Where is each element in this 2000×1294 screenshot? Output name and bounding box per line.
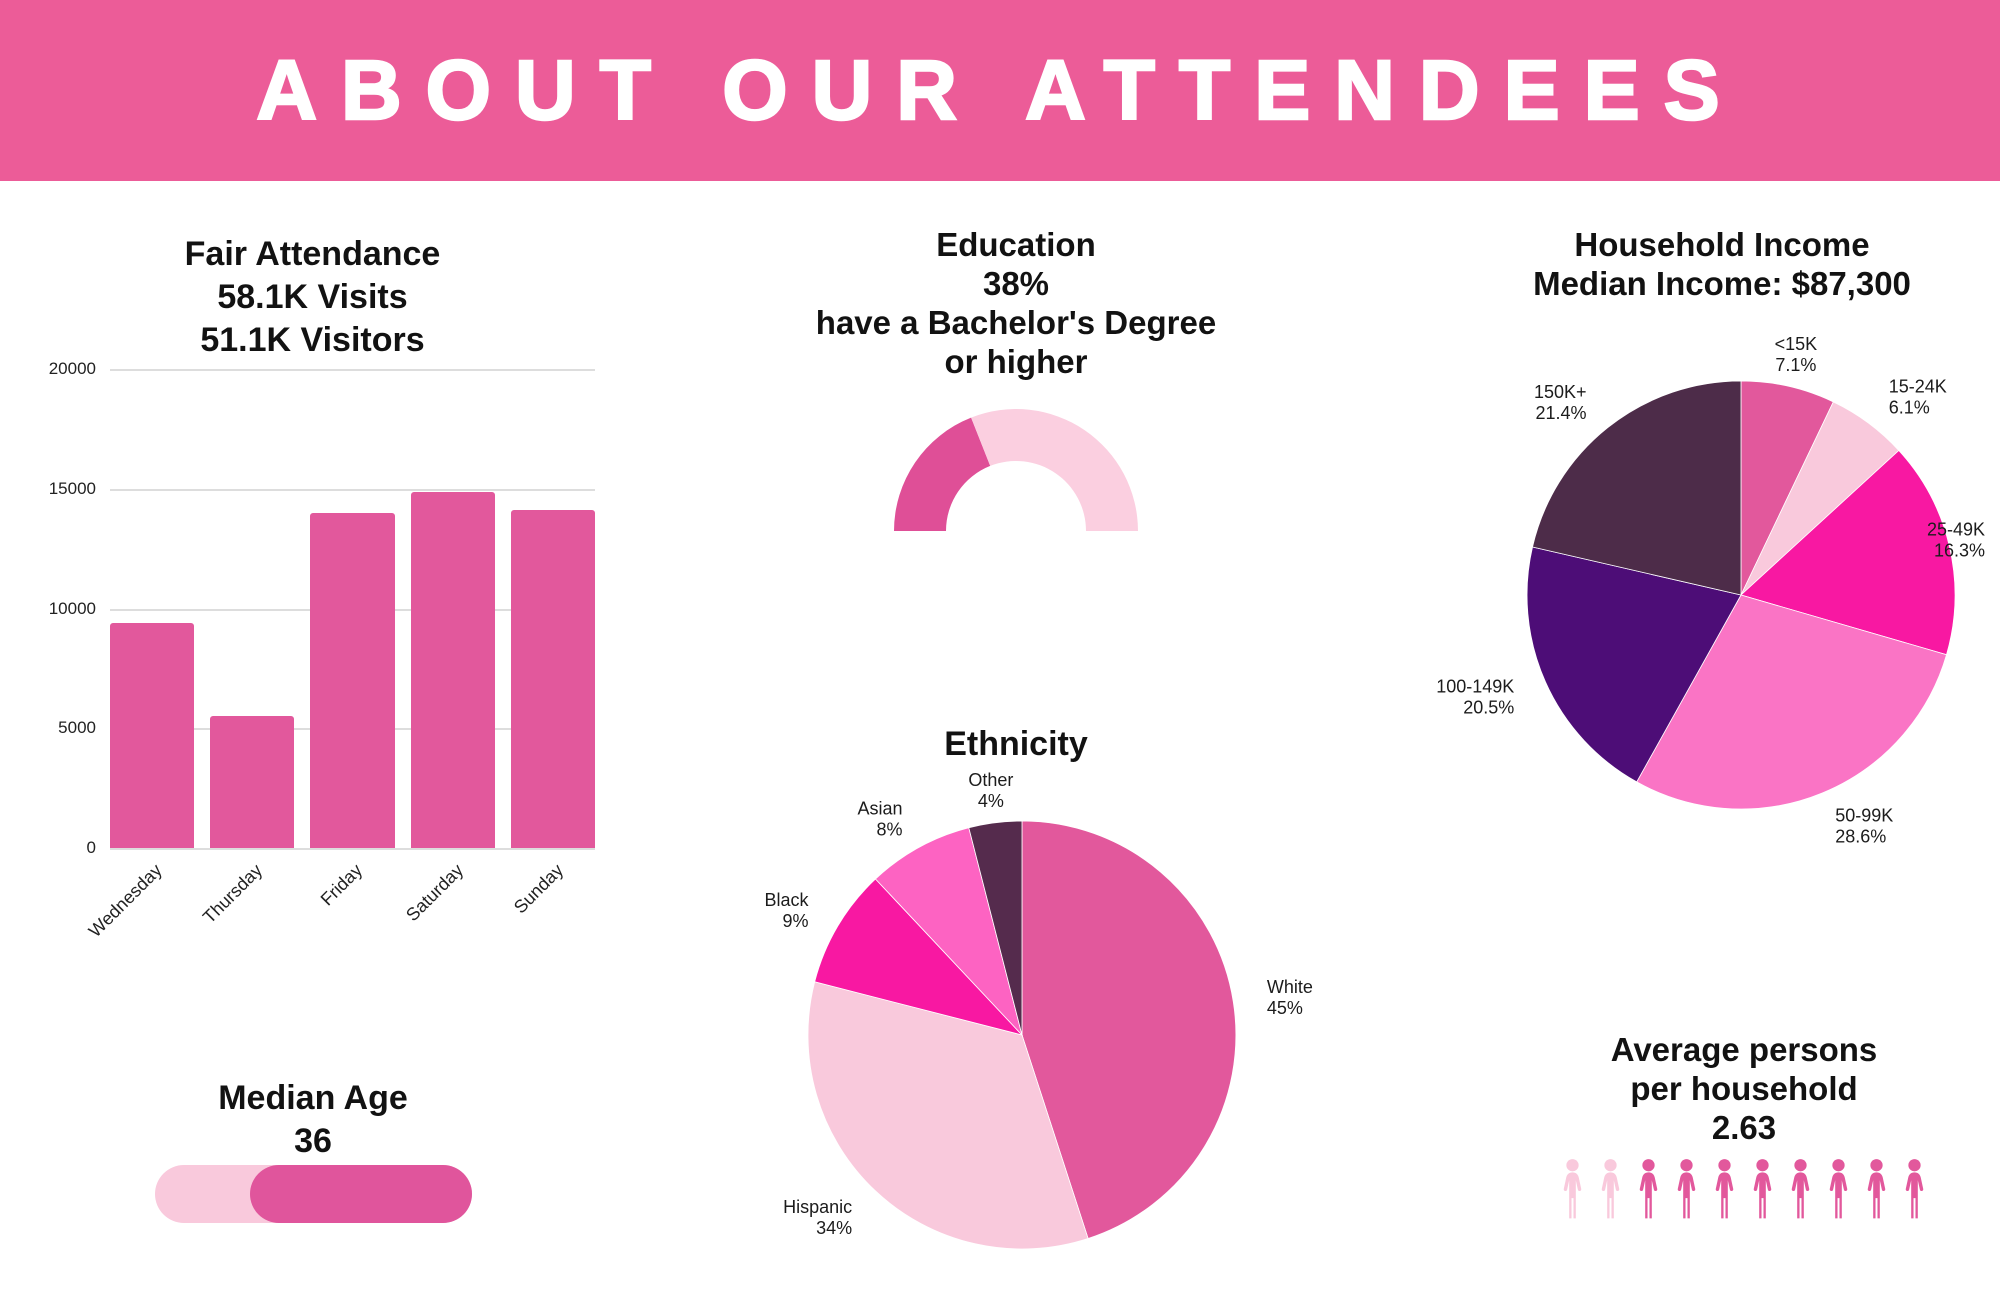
median-age-title: Median Age bbox=[218, 1079, 408, 1117]
education-heading: Education 38% have a Bachelor's Degree o… bbox=[766, 225, 1266, 381]
attendance-visits: 58.1K Visits bbox=[217, 278, 408, 316]
x-axis-label: Sunday bbox=[509, 860, 568, 918]
x-axis-label: Saturday bbox=[401, 860, 467, 926]
pie-slice-150k bbox=[1532, 380, 1742, 596]
attendance-visitors: 51.1K Visitors bbox=[200, 321, 425, 359]
income-pie: <15K 7.1% 15-24K 6.1% 25-49K 16.3% 50-99K 28.6%… bbox=[1436, 334, 1985, 846]
attendance-bar-chart: 0 5000 10000 15000 20000 Wednesday Thursday Fri… bbox=[30, 355, 595, 975]
header-banner: ABOUT OUR ATTENDEES bbox=[0, 0, 2000, 181]
income-subtitle: Median Income: $87,300 bbox=[1533, 265, 1911, 302]
pie-label-25-49k: 25-49K 16.3% bbox=[1927, 520, 1985, 561]
ethnicity-title: Ethnicity bbox=[944, 725, 1088, 763]
y-gridline bbox=[110, 369, 595, 371]
education-percent: 38% bbox=[982, 265, 1050, 302]
person-icon bbox=[1715, 1159, 1734, 1219]
bar-sunday bbox=[510, 510, 595, 848]
pie-slice-100-149k bbox=[1526, 546, 1742, 783]
pie-label-150k: 150K+ 21.4% bbox=[1534, 382, 1587, 423]
pie-slice-25-49k bbox=[1740, 449, 1956, 656]
y-gridline bbox=[110, 848, 595, 850]
y-tick-label: 10000 bbox=[48, 598, 96, 618]
y-tick-label: 5000 bbox=[58, 718, 96, 738]
attendance-heading: Fair Attendance 58.1K Visits 51.1K Visit… bbox=[30, 233, 595, 362]
pie-label-other: Other 4% bbox=[968, 770, 1013, 811]
household-heading: Average persons per household 2.63 bbox=[1494, 1030, 1994, 1147]
pie-label-15-24k: 15-24K 6.1% bbox=[1889, 377, 1947, 418]
person-icon bbox=[1791, 1159, 1810, 1219]
pie-label-hispanic: Hispanic 34% bbox=[783, 1197, 852, 1238]
pie-label-black: Black 9% bbox=[764, 890, 809, 931]
person-icon bbox=[1677, 1159, 1696, 1219]
pie-slice-50-99k bbox=[1636, 594, 1947, 810]
gauge-fill bbox=[894, 417, 991, 531]
bar-thursday bbox=[210, 716, 295, 848]
y-tick-label: 20000 bbox=[48, 359, 96, 378]
ethnicity-heading: Ethnicity bbox=[766, 723, 1266, 766]
person-icon bbox=[1753, 1159, 1772, 1219]
page-title: ABOUT OUR ATTENDEES bbox=[255, 42, 1744, 139]
pie-label-15k: <15K 7.1% bbox=[1775, 334, 1818, 375]
median-age-heading: Median Age 36 bbox=[63, 1077, 563, 1163]
person-icon bbox=[1601, 1159, 1620, 1219]
bar-saturday bbox=[410, 492, 495, 848]
bar-wednesday bbox=[110, 622, 195, 848]
person-icon bbox=[1867, 1159, 1886, 1219]
pie-slice-black bbox=[814, 878, 1024, 1036]
gauge-track bbox=[971, 409, 1138, 531]
pie-label-50-99k: 50-99K 28.6% bbox=[1835, 805, 1893, 846]
y-tick-label: 15000 bbox=[48, 478, 96, 498]
household-line-1: Average persons bbox=[1610, 1031, 1878, 1068]
pie-label-asian: Asian 8% bbox=[857, 799, 902, 840]
bar-friday bbox=[310, 512, 395, 848]
income-heading: Household Income Median Income: $87,300 bbox=[1472, 225, 1972, 303]
attendance-title: Fair Attendance bbox=[184, 235, 441, 273]
household-line-2: per household bbox=[1630, 1070, 1858, 1107]
household-icons bbox=[1559, 1158, 1928, 1221]
pie-slice-other bbox=[968, 820, 1023, 1036]
x-axis-label: Wednesday bbox=[85, 860, 167, 942]
pie-label-100-149k: 100-149K 20.5% bbox=[1436, 677, 1514, 718]
pie-slice-hispanic bbox=[807, 981, 1089, 1250]
y-gridline bbox=[110, 488, 595, 491]
median-age-bar-track bbox=[155, 1165, 472, 1223]
ethnicity-pie: White 45% Hispanic 34% Black 9% Asian 8% Other 4% bbox=[764, 770, 1313, 1250]
person-icon bbox=[1905, 1159, 1924, 1219]
person-icon bbox=[1563, 1159, 1582, 1219]
person-icon bbox=[1829, 1159, 1848, 1219]
median-age-bar-fill bbox=[250, 1165, 472, 1223]
income-title: Household Income bbox=[1574, 226, 1870, 263]
median-age-value: 36 bbox=[294, 1122, 332, 1160]
pie-slice-white bbox=[1021, 820, 1237, 1240]
person-icon bbox=[1639, 1159, 1658, 1219]
pie-slice-asian bbox=[874, 827, 1023, 1036]
education-caption-2: or higher bbox=[944, 343, 1088, 380]
household-value: 2.63 bbox=[1711, 1109, 1777, 1146]
x-axis-label: Friday bbox=[317, 860, 367, 910]
pie-label-white: White 45% bbox=[1267, 977, 1313, 1018]
education-caption-1: have a Bachelor's Degree bbox=[815, 304, 1217, 341]
x-axis-label: Thursday bbox=[199, 860, 267, 928]
education-title: Education bbox=[936, 226, 1096, 263]
education-gauge bbox=[894, 409, 1138, 531]
y-tick-label: 0 bbox=[86, 838, 96, 857]
